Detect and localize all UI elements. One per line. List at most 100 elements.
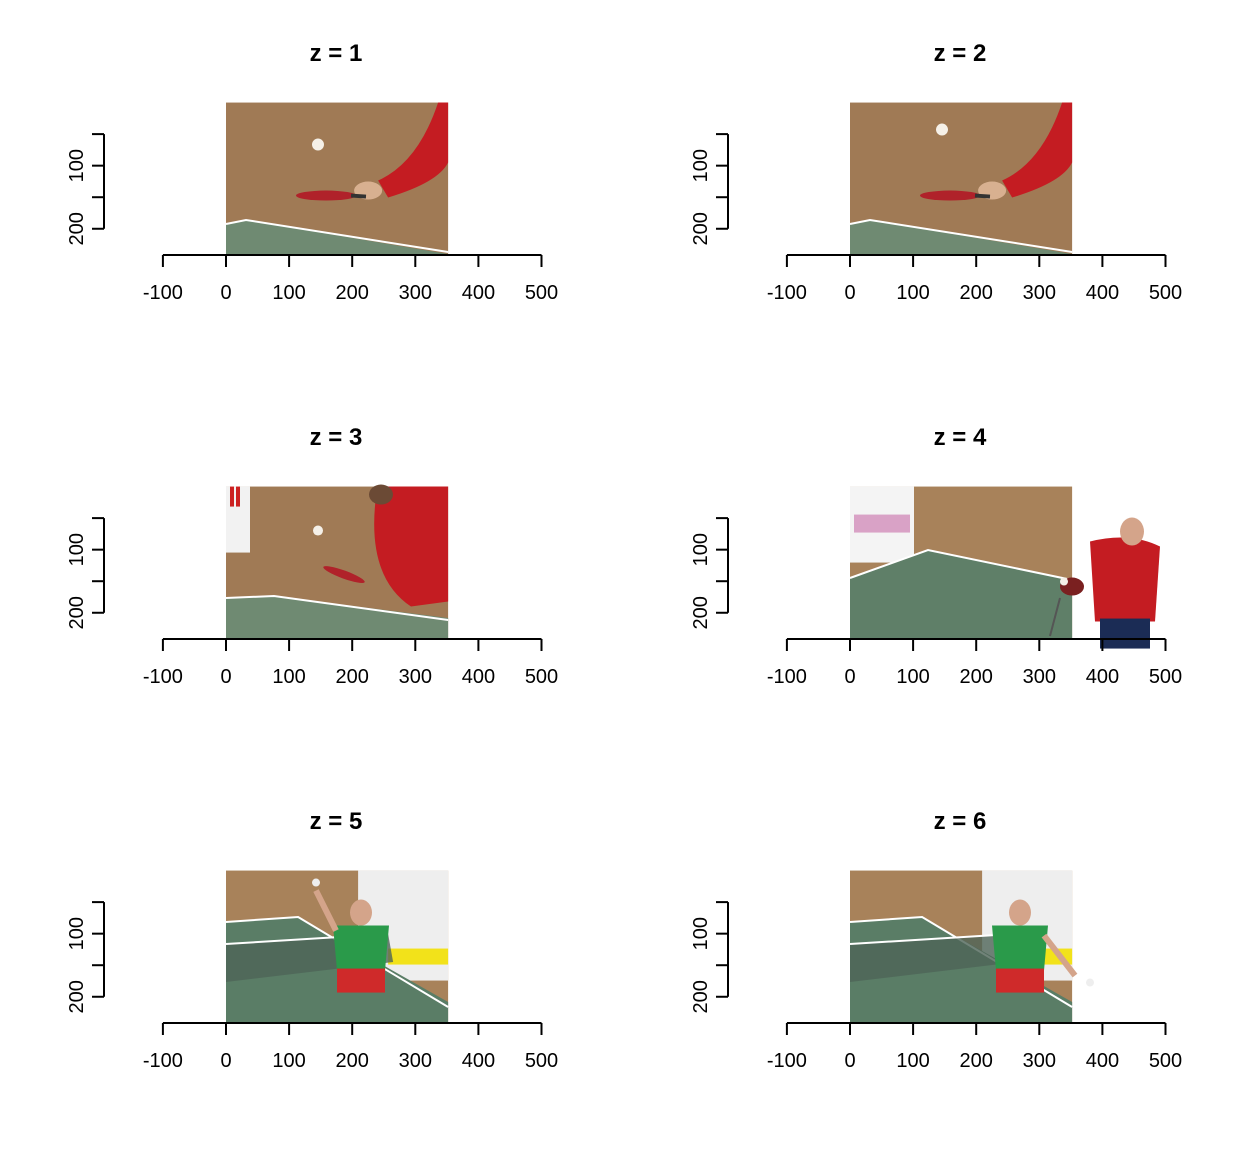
x-tick-label: 200 bbox=[960, 666, 993, 688]
photo-paddle bbox=[323, 566, 365, 583]
x-tick-label: -100 bbox=[143, 1050, 183, 1072]
x-tick-label: 200 bbox=[336, 1050, 369, 1072]
photo-player-head bbox=[1120, 517, 1144, 546]
y-tick-label: 100 bbox=[690, 149, 712, 182]
photo-player-shorts bbox=[337, 968, 385, 993]
x-tick-label: 300 bbox=[1023, 666, 1056, 688]
photo-player-head bbox=[1009, 899, 1031, 926]
photo-poster-strip bbox=[388, 948, 449, 965]
x-tick-label: 200 bbox=[960, 1050, 993, 1072]
x-tick-label: 100 bbox=[896, 282, 929, 304]
chart-title: z = 4 bbox=[934, 424, 987, 451]
photo-player-shorts bbox=[996, 968, 1044, 993]
y-tick-label: 200 bbox=[690, 212, 712, 245]
chart-panel: z = 6 -100 0 100 200 300 400 500 100 200 bbox=[690, 808, 1182, 1072]
x-tick-label: 500 bbox=[1149, 282, 1182, 304]
x-tick-label: 500 bbox=[525, 666, 558, 688]
x-tick-label: 500 bbox=[1149, 666, 1182, 688]
x-tick-label: -100 bbox=[767, 1050, 807, 1072]
photo-player-shorts bbox=[1100, 618, 1150, 649]
chart-title: z = 5 bbox=[310, 808, 363, 835]
chart-title: z = 3 bbox=[310, 424, 363, 451]
y-tick-label: 200 bbox=[66, 596, 88, 629]
x-tick-label: 0 bbox=[844, 1050, 855, 1072]
photo-table-line bbox=[849, 548, 1073, 581]
photo-player-body bbox=[1090, 537, 1160, 622]
photo-ball bbox=[312, 878, 320, 887]
photo-player-arm bbox=[313, 889, 339, 932]
chart-panel: z = 1 -100 0 100 200 300 400 500 100 200 bbox=[66, 40, 558, 304]
photo-image bbox=[849, 486, 1160, 649]
x-tick-label: 300 bbox=[399, 1050, 432, 1072]
x-tick-label: 200 bbox=[336, 666, 369, 688]
x-tick-label: 500 bbox=[1149, 1050, 1182, 1072]
photo-arm bbox=[1002, 102, 1073, 198]
x-tick-label: 200 bbox=[336, 282, 369, 304]
y-tick-label: 100 bbox=[66, 149, 88, 182]
photo-ball bbox=[1086, 978, 1094, 987]
photo-paddle bbox=[920, 190, 980, 201]
x-tick-label: 100 bbox=[896, 1050, 929, 1072]
x-tick-label: 0 bbox=[844, 282, 855, 304]
y-tick-label: 100 bbox=[690, 917, 712, 950]
x-tick-label: 0 bbox=[844, 666, 855, 688]
x-tick-label: 500 bbox=[525, 1050, 558, 1072]
photo-player-body bbox=[992, 925, 1048, 971]
photo-table bbox=[226, 596, 449, 638]
photo-table bbox=[226, 220, 449, 254]
y-tick-label: 100 bbox=[66, 533, 88, 566]
photo-net-top bbox=[849, 933, 1013, 945]
x-tick-label: 0 bbox=[220, 1050, 231, 1072]
x-tick-label: -100 bbox=[143, 282, 183, 304]
photo-player-arm bbox=[1041, 933, 1078, 978]
photo-table bbox=[850, 550, 1073, 638]
photo-player-body bbox=[333, 925, 389, 971]
x-tick-label: 400 bbox=[462, 282, 495, 304]
photo-image bbox=[225, 870, 449, 1022]
photo-table-line bbox=[225, 915, 449, 1008]
y-tick-label: 200 bbox=[690, 980, 712, 1013]
photo-image bbox=[225, 484, 449, 638]
photo-paddle-handle bbox=[974, 193, 991, 199]
x-tick-label: 400 bbox=[1086, 666, 1119, 688]
x-tick-label: 500 bbox=[525, 282, 558, 304]
x-tick-label: 300 bbox=[399, 666, 432, 688]
chart-panel: z = 2 -100 0 100 200 300 400 500 100 200 bbox=[690, 40, 1182, 304]
x-tick-label: 0 bbox=[220, 282, 231, 304]
x-tick-label: 300 bbox=[399, 282, 432, 304]
chart-title: z = 2 bbox=[934, 40, 987, 67]
photo-banner-stripe bbox=[236, 486, 240, 507]
x-tick-label: -100 bbox=[767, 282, 807, 304]
x-tick-label: -100 bbox=[143, 666, 183, 688]
photo-image bbox=[849, 102, 1073, 254]
y-tick-label: 100 bbox=[690, 533, 712, 566]
chart-title: z = 6 bbox=[934, 808, 987, 835]
chart-panel: z = 5 -100 0 100 200 300 400 500 100 200 bbox=[66, 808, 558, 1072]
photo-ball bbox=[312, 138, 324, 151]
photo-net-post bbox=[1049, 597, 1061, 637]
photo-net bbox=[850, 934, 1018, 982]
photo-table-line bbox=[849, 218, 1073, 253]
photo-banner-text bbox=[854, 514, 910, 533]
y-tick-label: 100 bbox=[66, 917, 88, 950]
x-tick-label: 300 bbox=[1023, 282, 1056, 304]
photo-player-head bbox=[369, 484, 393, 505]
x-tick-label: 100 bbox=[272, 666, 305, 688]
x-tick-label: 100 bbox=[896, 666, 929, 688]
y-tick-label: 200 bbox=[66, 980, 88, 1013]
photo-table-line bbox=[225, 218, 449, 253]
chart-title: z = 1 bbox=[310, 40, 363, 67]
photo-paddle-handle bbox=[350, 193, 367, 199]
photo-table bbox=[850, 220, 1073, 254]
photo-ball bbox=[313, 525, 323, 536]
photo-image bbox=[225, 102, 449, 254]
x-tick-label: -100 bbox=[767, 666, 807, 688]
photo-ball bbox=[936, 123, 948, 136]
x-tick-label: 400 bbox=[462, 1050, 495, 1072]
y-tick-label: 200 bbox=[690, 596, 712, 629]
x-tick-label: 0 bbox=[220, 666, 231, 688]
photo-player-head bbox=[350, 899, 372, 926]
x-tick-label: 100 bbox=[272, 282, 305, 304]
photo-arm bbox=[378, 102, 449, 198]
